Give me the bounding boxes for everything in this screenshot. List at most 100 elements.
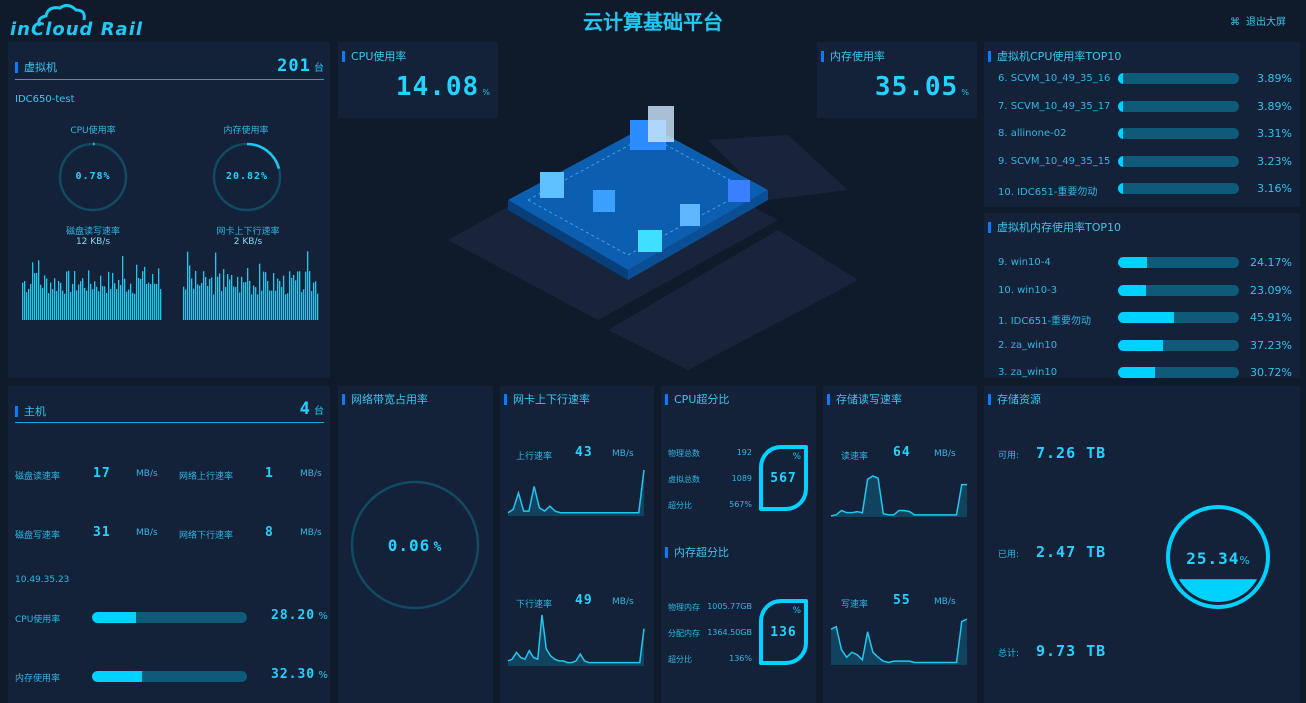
spark-bar xyxy=(305,271,307,320)
unit: MB/s xyxy=(934,449,956,459)
spark-bar xyxy=(283,275,285,320)
spark-bar xyxy=(126,291,128,320)
host-title: 主机 xyxy=(15,406,46,417)
spark-bar xyxy=(128,289,130,320)
spark-bar xyxy=(241,276,243,320)
mem-oversell-value: 136 xyxy=(770,625,797,640)
unit: % xyxy=(961,88,969,97)
spark-bar xyxy=(26,292,28,320)
spark-bar xyxy=(207,285,209,320)
spark-bar xyxy=(114,283,116,320)
spark-bar xyxy=(74,271,76,320)
disk-write-label: 磁盘写速率 xyxy=(15,531,61,541)
spark-bar xyxy=(229,279,231,320)
spark-bar xyxy=(102,286,104,320)
cloud-platform-illustration xyxy=(448,106,858,370)
vm-nic-label: 网卡上下行速率 xyxy=(216,227,280,237)
write-label: 写速率 xyxy=(841,600,869,610)
unit: % xyxy=(318,611,328,622)
spark-bar xyxy=(88,270,90,320)
spark-bar xyxy=(70,291,72,320)
spark-bar xyxy=(185,289,187,320)
vm-name: 2. za_win10 xyxy=(998,339,1058,351)
spark-bar xyxy=(233,286,235,320)
usage-bar xyxy=(1118,284,1239,296)
spark-bar xyxy=(22,282,24,320)
host-mem-value: 32.30 xyxy=(271,667,316,682)
spark-bar xyxy=(146,284,148,320)
write-value: 55 xyxy=(893,593,911,608)
spark-bar xyxy=(317,293,319,320)
unit: % xyxy=(792,606,801,616)
storage-rw-panel: 存储读写速率 读速率 64 MB/s 写速率 55 MB/s xyxy=(823,386,977,703)
cpu-oversell-badge: % 567 xyxy=(759,445,808,511)
value: 567% xyxy=(729,500,752,509)
spark-bar xyxy=(245,281,247,320)
bandwidth-gauge xyxy=(350,480,480,610)
spark-bar xyxy=(92,289,94,320)
logo: inCloud Rail xyxy=(10,3,142,40)
spark-bar xyxy=(205,277,207,320)
spark-bar xyxy=(259,263,261,320)
exit-fullscreen-icon: ⌘ xyxy=(1230,17,1240,28)
total-value: 9.73 TB xyxy=(1036,642,1107,660)
top10-row: 9. SCVM_10_49_35_15 3.23% xyxy=(984,155,1300,169)
spark-bar xyxy=(90,283,92,320)
unit: % xyxy=(318,670,328,681)
nic-panel: 网卡上下行速率 上行速率 43 MB/s 下行速率 49 MB/s xyxy=(500,386,654,703)
label: 物理总数 xyxy=(668,449,700,458)
bandwidth-panel: 网络带宽占用率 0.06 % xyxy=(338,386,493,703)
spark-bar xyxy=(104,286,106,320)
usage-value: 30.72% xyxy=(1250,366,1292,378)
vm-disk-sparkbars xyxy=(22,256,162,320)
spark-bar xyxy=(138,277,140,320)
label: 超分比 xyxy=(668,501,692,510)
spark-bar xyxy=(68,270,70,320)
storage-read-chart xyxy=(830,475,967,517)
spark-bar xyxy=(273,272,275,320)
spark-bar xyxy=(311,290,313,320)
vm-name: 8. allinone-02 xyxy=(998,128,1067,139)
spark-bar xyxy=(156,284,158,320)
spark-bar xyxy=(265,272,267,320)
spark-bar xyxy=(56,291,58,320)
spark-bar xyxy=(191,278,193,320)
spark-bar xyxy=(253,285,255,320)
spark-bar xyxy=(30,283,32,320)
exit-fullscreen-button[interactable]: ⌘ 退出大屏 xyxy=(1230,17,1286,28)
spark-bar xyxy=(132,292,134,320)
vm-name: 7. SCVM_10_49_35_17 xyxy=(998,100,1111,112)
spark-bar xyxy=(187,251,189,320)
spark-bar xyxy=(142,271,144,320)
area-fill xyxy=(831,476,967,517)
mem-usage-card: 内存使用率 35.05 % xyxy=(817,42,977,118)
vm-cpu-gauge xyxy=(58,142,128,212)
spark-bar xyxy=(255,287,257,320)
spark-bar xyxy=(52,289,54,320)
spark-bar xyxy=(231,274,233,320)
spark-bar xyxy=(215,252,217,320)
label: 分配内存 xyxy=(668,629,700,638)
vm-cpu-value: 0.78% xyxy=(75,171,111,182)
used-label: 已用: xyxy=(998,550,1020,560)
top10-row: 1. IDC651-重要勿动 45.91% xyxy=(984,311,1300,327)
spark-bar xyxy=(64,293,66,320)
spark-bar xyxy=(263,271,265,320)
usage-value: 24.17% xyxy=(1250,256,1292,269)
vm-mem-value: 20.82% xyxy=(225,171,269,182)
vm-disk-label: 磁盘读写速率 xyxy=(65,227,120,237)
unit: MB/s xyxy=(300,469,322,479)
usage-bar xyxy=(1118,155,1239,167)
spark-bar xyxy=(225,287,227,320)
series-line xyxy=(830,475,967,517)
vm-disk-value: 12 KB/s xyxy=(75,237,111,247)
spark-bar xyxy=(122,256,124,320)
bandwidth-title: 网络带宽占用率 xyxy=(342,394,428,405)
spark-bar xyxy=(144,266,146,320)
spark-bar xyxy=(82,278,84,320)
top10-row: 3. za_win10 30.72% xyxy=(984,366,1300,378)
read-label: 读速率 xyxy=(841,452,869,462)
vm-name: 9. SCVM_10_49_35_15 xyxy=(998,155,1111,167)
spark-bar xyxy=(136,264,138,320)
spark-bar xyxy=(100,275,102,320)
